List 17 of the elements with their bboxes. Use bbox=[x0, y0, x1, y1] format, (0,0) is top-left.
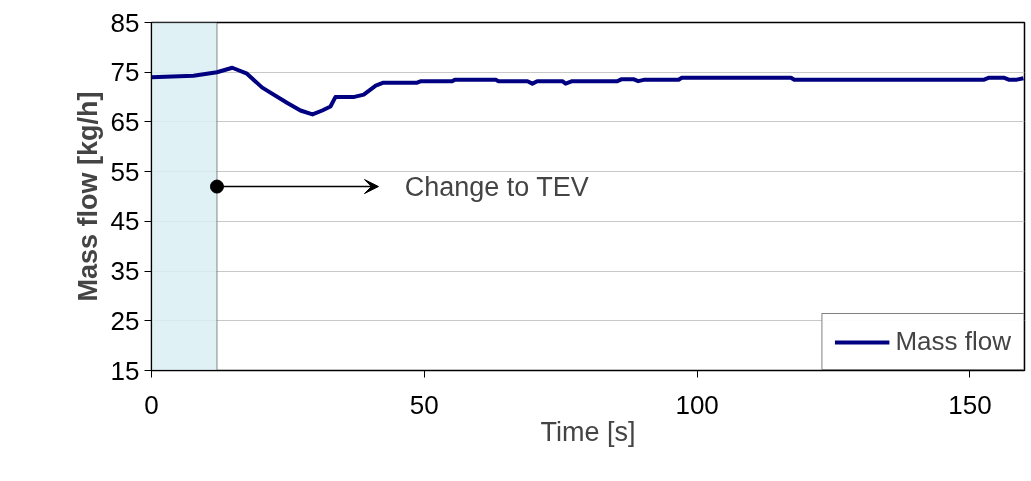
y-tick-label: 85 bbox=[110, 7, 140, 38]
y-axis-title: Mass flow [kg/h] bbox=[72, 91, 103, 302]
annotation: Change to TEV bbox=[404, 171, 589, 202]
y-tick-label: 65 bbox=[110, 106, 140, 137]
line-series bbox=[151, 65, 1025, 117]
y-tick-label: 75 bbox=[110, 57, 140, 88]
x-tick-label: 100 bbox=[675, 389, 719, 420]
x-tick-label: 50 bbox=[409, 389, 439, 420]
legend-label: Mass flow bbox=[895, 326, 1011, 357]
y-tick-label: 45 bbox=[110, 206, 140, 237]
x-axis-title: Time [s] bbox=[540, 416, 636, 447]
x-tick-label: 0 bbox=[144, 389, 159, 420]
x-tick-label: 150 bbox=[948, 389, 992, 420]
y-tick-label: 55 bbox=[110, 156, 140, 187]
y-tick-label: 25 bbox=[110, 305, 140, 336]
y-tick-label: 15 bbox=[110, 355, 140, 386]
y-tick-label: 35 bbox=[110, 256, 140, 287]
